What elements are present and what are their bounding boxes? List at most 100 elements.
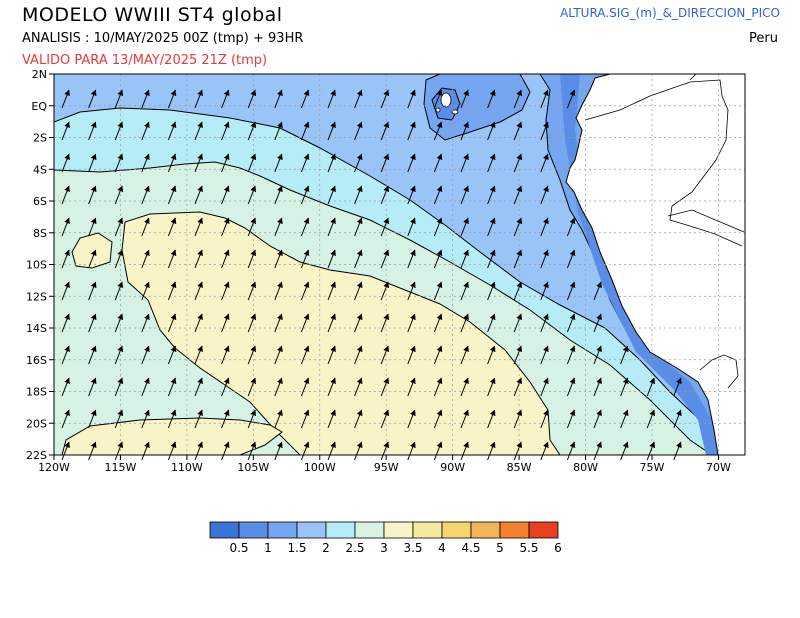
- direction-arrow: [487, 217, 496, 237]
- direction-arrow: [487, 377, 496, 397]
- direction-arrow: [513, 313, 523, 333]
- direction-arrow: [274, 441, 283, 461]
- direction-arrow: [460, 281, 469, 301]
- map-title: MODELO WWIII ST4 global: [22, 4, 283, 26]
- direction-arrow: [247, 89, 257, 109]
- direction-arrow: [407, 409, 416, 429]
- direction-arrow: [61, 153, 70, 173]
- lat-label: EQ: [31, 100, 47, 113]
- direction-arrow: [540, 441, 549, 461]
- direction-arrow: [460, 121, 469, 141]
- variable-label: ALTURA.SIG_(m)_&_DIRECCION_PICO: [560, 6, 780, 20]
- direction-arrow: [407, 153, 416, 173]
- colorbar-swatch: [441, 521, 472, 539]
- direction-arrow: [327, 153, 336, 173]
- direction-arrow: [380, 153, 390, 173]
- direction-arrow: [114, 377, 124, 397]
- direction-arrow: [194, 249, 203, 269]
- lon-label: 100W: [304, 461, 336, 474]
- direction-arrow: [327, 281, 336, 301]
- direction-arrow: [540, 121, 549, 141]
- direction-arrow: [88, 441, 97, 461]
- direction-arrow: [167, 345, 177, 365]
- direction-arrow: [540, 185, 549, 205]
- direction-arrow: [380, 313, 390, 333]
- direction-arrow: [167, 249, 177, 269]
- longitude-labels: 120W 115W 110W 105W 100W 95W 90W 85W 80W 75W 70W: [38, 455, 731, 474]
- direction-arrow: [460, 377, 469, 397]
- region-label: Peru: [749, 31, 778, 46]
- direction-arrow: [194, 313, 203, 333]
- direction-arrow: [646, 409, 656, 429]
- direction-arrow: [300, 377, 310, 397]
- direction-arrow: [61, 409, 70, 429]
- direction-arrow: [88, 345, 97, 365]
- lat-label: 2S: [33, 132, 47, 145]
- direction-arrow: [407, 441, 416, 461]
- direction-arrow: [433, 217, 443, 237]
- direction-arrow: [221, 185, 230, 205]
- direction-arrow: [513, 249, 523, 269]
- direction-arrow: [61, 185, 70, 205]
- direction-arrow: [114, 441, 124, 461]
- direction-arrow: [487, 121, 496, 141]
- analysis-time: ANALISIS : 10/MAY/2025 00Z (tmp) + 93HR: [22, 31, 304, 46]
- direction-arrow: [274, 249, 283, 269]
- colorbar-swatch: [209, 521, 240, 539]
- direction-arrow: [354, 153, 363, 173]
- direction-arrow: [114, 345, 124, 365]
- direction-arrow: [194, 345, 203, 365]
- colorbar-label: 5.5: [519, 541, 538, 555]
- direction-arrow: [327, 377, 336, 397]
- lon-label: 115W: [105, 461, 137, 474]
- colorbar-label: 6: [554, 541, 562, 555]
- direction-arrow: [540, 89, 549, 109]
- direction-arrow: [114, 409, 124, 429]
- direction-arrow: [300, 313, 310, 333]
- direction-arrow: [380, 377, 390, 397]
- direction-arrow: [167, 409, 177, 429]
- direction-arrow: [460, 441, 469, 461]
- direction-arrow: [407, 185, 416, 205]
- colorbar-swatch: [238, 521, 269, 539]
- direction-arrow: [566, 377, 576, 397]
- direction-arrow: [487, 345, 496, 365]
- direction-arrow: [274, 217, 283, 237]
- direction-arrow: [407, 121, 416, 141]
- direction-arrow: [327, 89, 336, 109]
- direction-arrow: [433, 313, 443, 333]
- direction-arrow: [247, 153, 257, 173]
- direction-arrow: [540, 313, 549, 333]
- direction-arrow: [247, 441, 257, 461]
- direction-arrow: [433, 345, 443, 365]
- country-borders: [584, 74, 745, 389]
- latitude-labels: 2N EQ 2S 4S 6S 8S 10S 12S 14S 16S 18S 20S 22S: [26, 68, 54, 462]
- direction-arrow: [221, 153, 230, 173]
- direction-arrow: [593, 409, 602, 429]
- direction-arrow: [247, 313, 257, 333]
- direction-arrow: [61, 313, 70, 333]
- direction-arrow: [433, 281, 443, 301]
- direction-arrow: [221, 409, 230, 429]
- direction-arrow: [88, 89, 97, 109]
- direction-arrow: [513, 89, 523, 109]
- colorbar-label: 3: [380, 541, 388, 555]
- direction-arrow: [61, 89, 70, 109]
- direction-arrow: [620, 345, 629, 365]
- direction-arrow: [88, 409, 97, 429]
- direction-arrow: [327, 249, 336, 269]
- direction-arrow: [300, 249, 310, 269]
- direction-arrow: [593, 345, 602, 365]
- direction-arrow: [327, 345, 336, 365]
- direction-arrow: [433, 153, 443, 173]
- colorbar-swatch: [267, 521, 298, 539]
- direction-arrow: [380, 409, 390, 429]
- direction-arrow: [194, 377, 203, 397]
- direction-arrow: [460, 345, 469, 365]
- direction-arrow: [221, 217, 230, 237]
- direction-arrow: [460, 409, 469, 429]
- direction-arrow: [194, 89, 203, 109]
- direction-arrow: [274, 409, 283, 429]
- direction-arrow: [61, 377, 70, 397]
